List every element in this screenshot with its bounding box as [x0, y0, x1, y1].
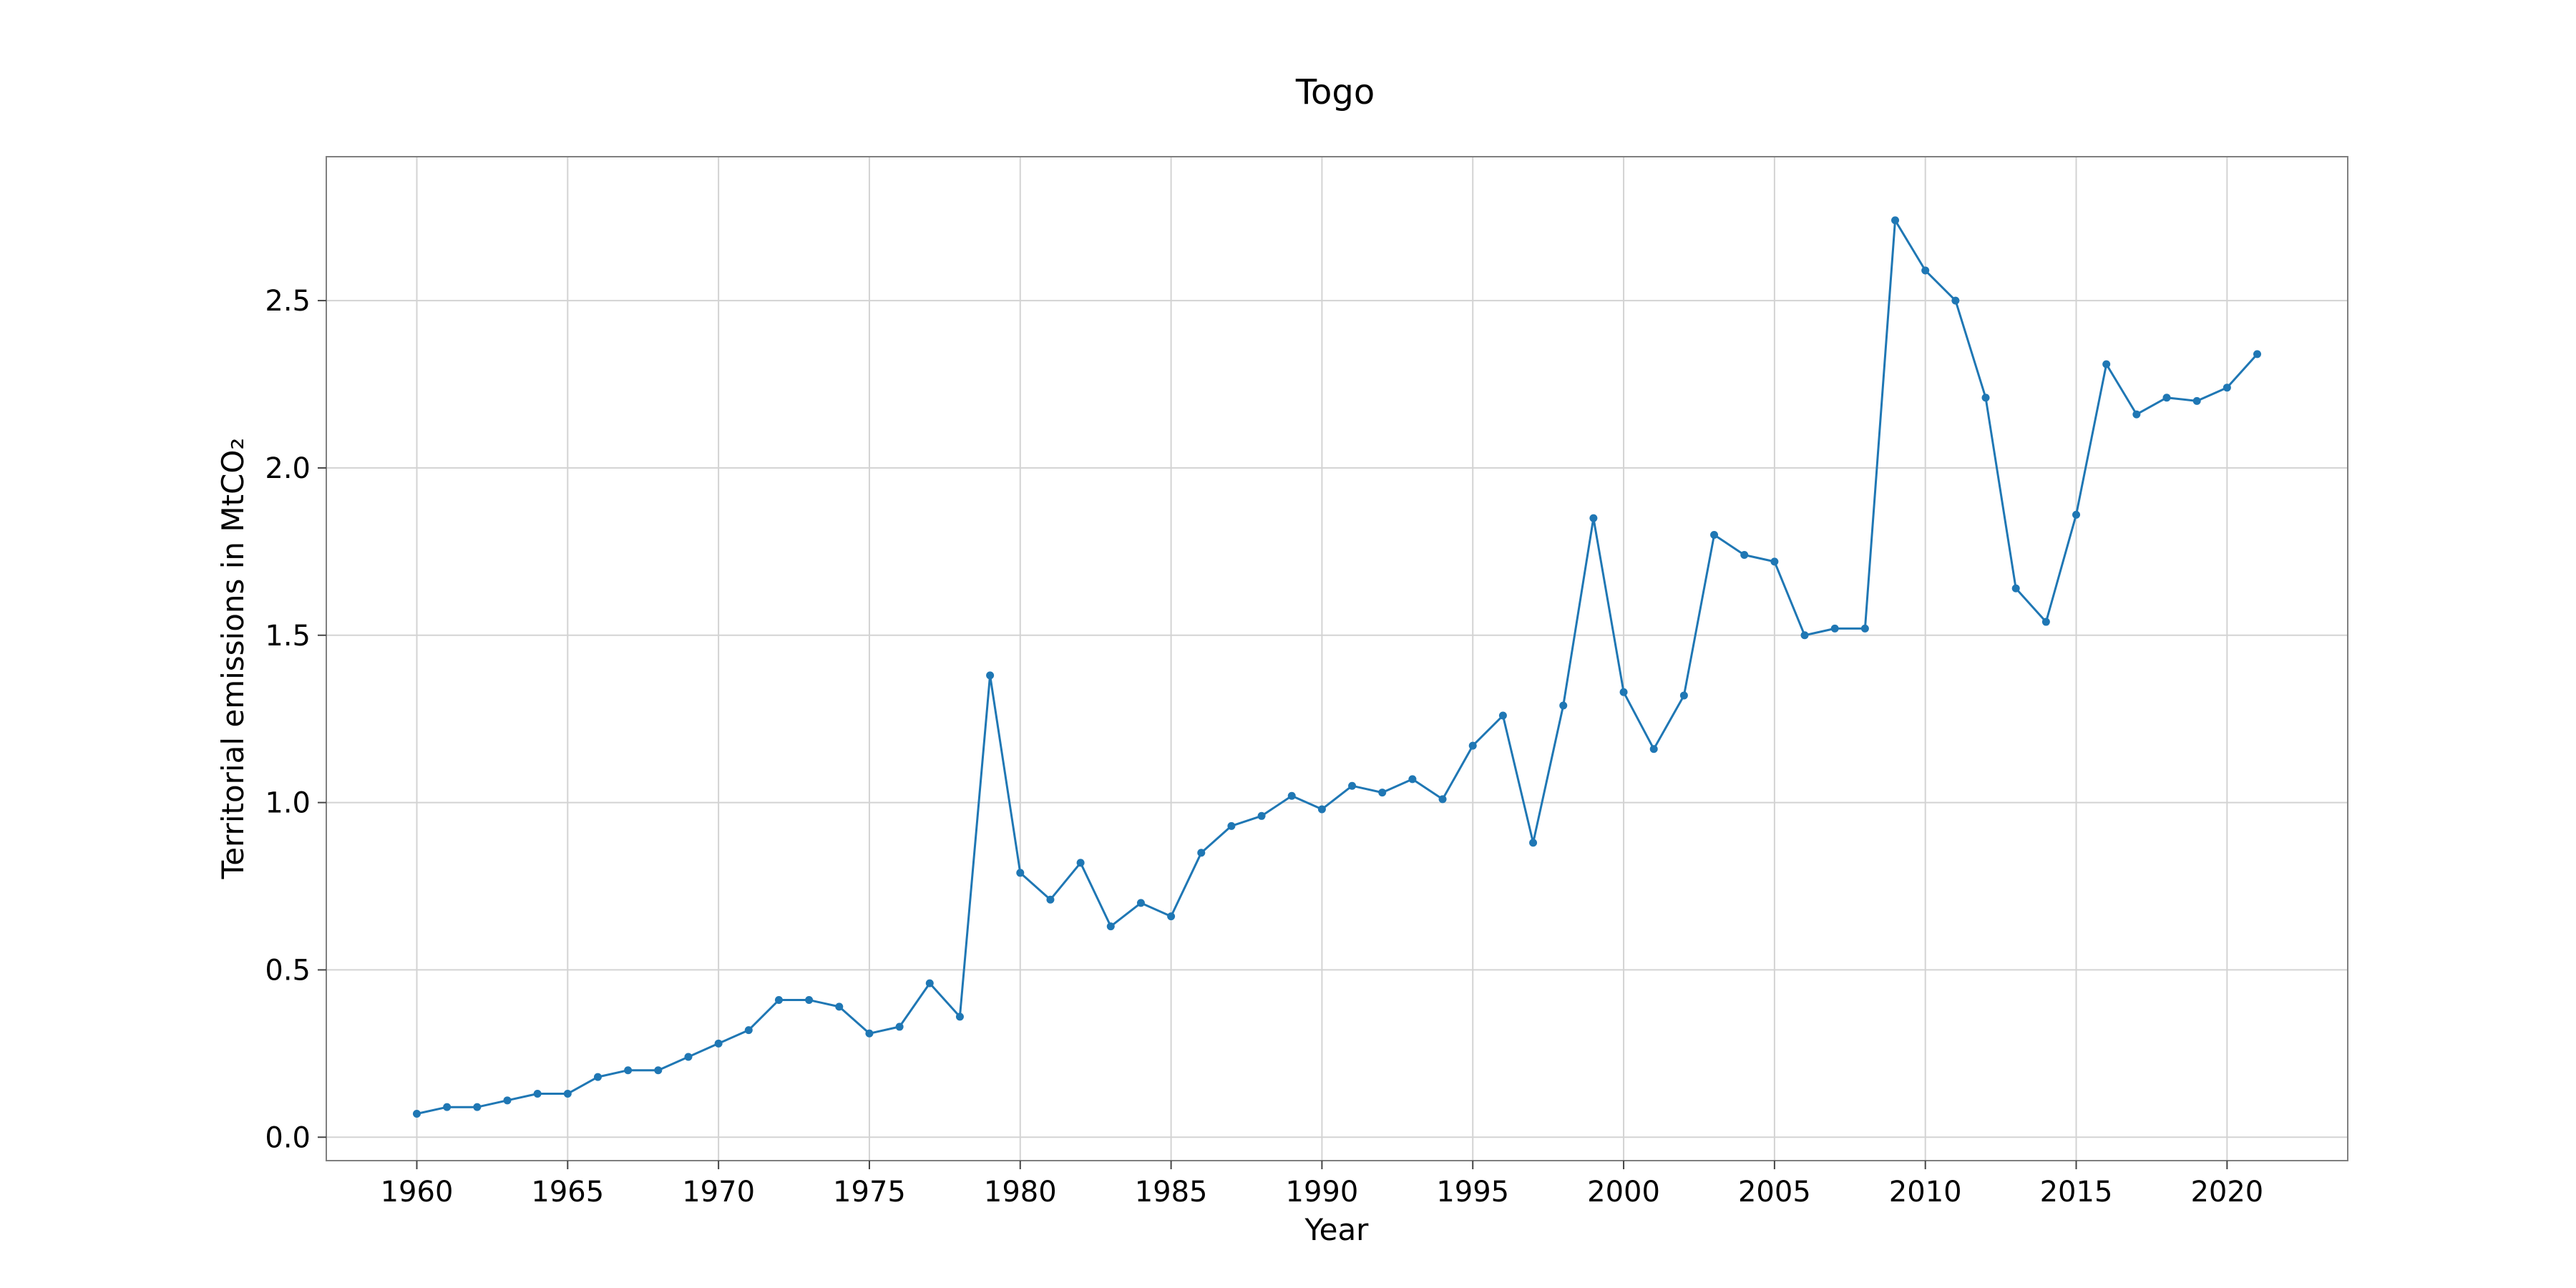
data-point	[1287, 791, 1296, 800]
x-tick-label: 1980	[984, 1176, 1057, 1209]
data-point	[1317, 805, 1326, 814]
data-point	[2253, 350, 2262, 358]
data-point	[986, 671, 995, 680]
data-point	[1438, 795, 1447, 804]
chart-title: Togo	[1295, 72, 1375, 112]
data-point	[744, 1026, 753, 1035]
y-tick-label: 2.0	[265, 452, 311, 485]
data-point	[1921, 266, 1930, 275]
data-point	[1348, 781, 1357, 790]
data-point	[593, 1073, 602, 1081]
data-point	[1740, 551, 1749, 560]
x-tick-label: 1970	[682, 1176, 755, 1209]
x-tick-label: 2000	[1587, 1176, 1660, 1209]
data-point	[1257, 811, 1266, 820]
data-point	[1559, 701, 1568, 710]
data-point	[2072, 510, 2081, 519]
x-tick-label: 1995	[1436, 1176, 1509, 1209]
data-point	[1016, 869, 1025, 877]
x-tick-label: 1990	[1286, 1176, 1359, 1209]
data-point	[805, 996, 814, 1005]
x-tick-label: 2005	[1738, 1176, 1811, 1209]
data-point	[412, 1110, 421, 1118]
data-point	[714, 1039, 723, 1048]
data-point	[2162, 394, 2171, 402]
data-point	[1679, 691, 1688, 700]
data-point	[1136, 899, 1145, 907]
x-tick-label: 1965	[531, 1176, 604, 1209]
data-point	[1227, 821, 1236, 830]
data-point	[955, 1013, 964, 1021]
y-tick-label: 1.0	[265, 787, 311, 820]
series-line	[416, 219, 2258, 1115]
data-point	[1770, 557, 1779, 566]
data-point	[533, 1089, 542, 1098]
data-point	[684, 1053, 693, 1061]
y-tick-label: 1.5	[265, 620, 311, 653]
data-point	[1710, 530, 1719, 539]
x-tick-label: 1975	[833, 1176, 906, 1209]
x-tick-label: 1960	[381, 1176, 454, 1209]
data-point	[774, 996, 783, 1005]
data-point	[835, 1002, 844, 1011]
data-point	[1800, 631, 1809, 640]
x-tick-label: 1985	[1135, 1176, 1208, 1209]
data-point	[473, 1103, 482, 1111]
data-point	[2223, 384, 2231, 392]
data-point	[2102, 360, 2111, 369]
data-point	[1529, 839, 1538, 847]
data-point	[925, 979, 934, 987]
data-point	[624, 1066, 633, 1075]
data-point	[2011, 584, 2020, 592]
data-point	[1046, 895, 1055, 904]
data-point	[1408, 775, 1417, 784]
y-axis: 0.0 0.5 1.0 1.5 2.0 2.5	[265, 285, 326, 1154]
x-tick-label: 2020	[2190, 1176, 2263, 1209]
data-point	[1649, 745, 1658, 753]
data-point	[1076, 859, 1085, 867]
y-tick-label: 0.0	[265, 1121, 311, 1154]
data-point	[865, 1029, 874, 1038]
data-point	[1891, 216, 1900, 225]
y-axis-label: Territorial emissions in MtCO₂	[215, 438, 250, 880]
data-point	[1860, 624, 1869, 633]
data-point	[1589, 514, 1598, 522]
data-point	[1619, 688, 1628, 696]
data-point	[1197, 849, 1206, 857]
x-axis: 1960 1965 1970 1975 1980 1985 1990 1995 2000 2005…	[381, 1161, 2263, 1209]
data-point	[895, 1023, 904, 1031]
data-point	[654, 1066, 663, 1075]
data-point	[2041, 618, 2050, 626]
data-point	[443, 1103, 452, 1111]
x-tick-label: 2015	[2040, 1176, 2113, 1209]
data-point	[1378, 789, 1387, 797]
y-tick-label: 0.5	[265, 954, 311, 987]
data-point	[1498, 711, 1507, 720]
data-point	[1106, 922, 1115, 931]
x-axis-label: Year	[1304, 1212, 1370, 1247]
data-point	[2132, 410, 2141, 419]
data-point	[563, 1089, 572, 1098]
data-point	[503, 1096, 512, 1105]
x-tick-label: 2010	[1889, 1176, 1962, 1209]
data-point	[1167, 912, 1176, 921]
data-point	[1468, 741, 1477, 750]
series-layer	[412, 216, 2262, 1118]
data-point	[1830, 624, 1839, 633]
grid-lines	[326, 157, 2348, 1161]
data-point	[2192, 396, 2201, 405]
data-point	[1951, 296, 1960, 305]
plot-area-frame	[326, 156, 2348, 1161]
data-point	[1981, 394, 1990, 402]
y-tick-label: 2.5	[265, 285, 311, 318]
